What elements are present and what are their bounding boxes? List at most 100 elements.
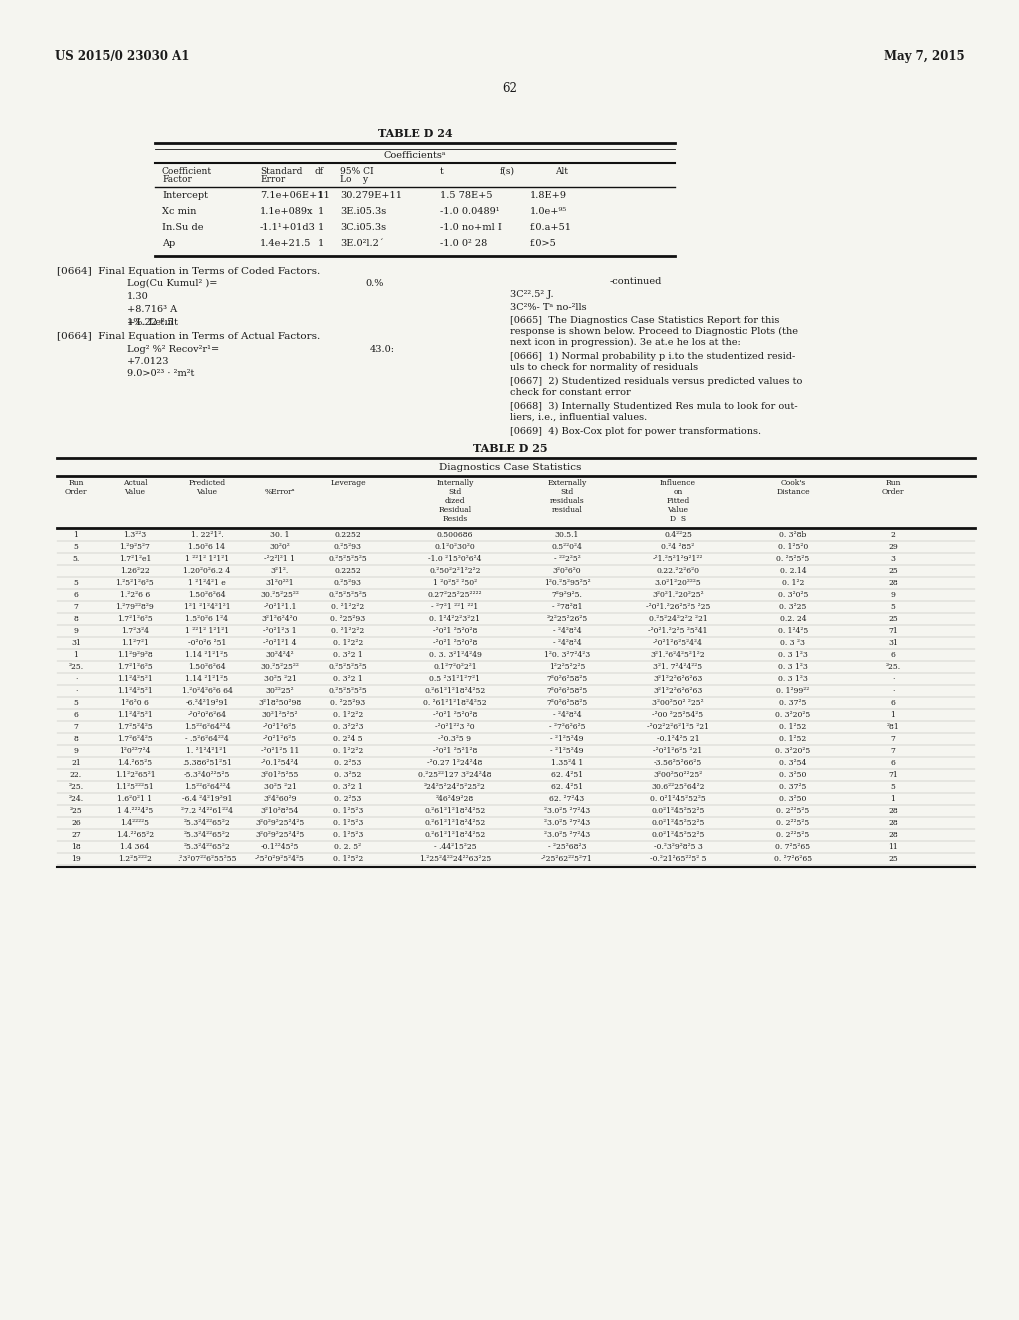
Text: 0.27²25²25²²²²: 0.27²25²25²²²² [427, 591, 482, 599]
Text: 0. 3²8b: 0. 3²8b [779, 531, 806, 539]
Text: 30.²5²25²²: 30.²5²25²² [260, 663, 300, 671]
Text: 0.²4 ²85²: 0.²4 ²85² [660, 543, 694, 550]
Text: ²25.: ²25. [68, 663, 84, 671]
Text: 1 4.²²²4²5: 1 4.²²²4²5 [117, 807, 153, 814]
Text: 0. 3²0²5: 0. 3²0²5 [777, 591, 807, 599]
Text: 1 ²²1² 1²1²1: 1 ²²1² 1²1²1 [184, 554, 229, 564]
Text: -continued: -continued [609, 277, 661, 286]
Text: -²0²1²6²5²4²4: -²0²1²6²5²4²4 [652, 639, 702, 647]
Text: 0.²5²5²5²5: 0.²5²5²5²5 [328, 663, 367, 671]
Text: 0. ²1²2²2: 0. ²1²2²2 [331, 603, 364, 611]
Text: -²0.3²5 9: -²0.3²5 9 [438, 735, 471, 743]
Text: ²25.: ²25. [68, 783, 84, 791]
Text: 1.²25²4²²24²²63²25: 1.²25²4²²24²²63²25 [419, 855, 490, 863]
Text: ·: · [74, 686, 77, 696]
Text: 5: 5 [890, 603, 895, 611]
Text: 1.7²1²6²5: 1.7²1²6²5 [117, 615, 153, 623]
Text: %Errorᵃ: %Errorᵃ [264, 488, 296, 496]
Text: 7: 7 [73, 723, 78, 731]
Text: -²0²0²6²64: -²0²0²6²64 [187, 711, 226, 719]
Text: [0665]  The Diagnostics Case Statistics Report for this: [0665] The Diagnostics Case Statistics R… [510, 315, 779, 325]
Text: 3E.0²l.2´: 3E.0²l.2´ [339, 239, 383, 248]
Text: 27: 27 [71, 832, 81, 840]
Text: 0. 7²5²65: 0. 7²5²65 [774, 843, 810, 851]
Text: 1.0e+⁹⁵: 1.0e+⁹⁵ [530, 207, 567, 216]
Text: 5: 5 [890, 783, 895, 791]
Text: 1.50²6²64: 1.50²6²64 [187, 663, 225, 671]
Text: 30²5 ²21: 30²5 ²21 [263, 783, 297, 791]
Text: 31: 31 [71, 639, 81, 647]
Text: Value: Value [666, 506, 688, 513]
Text: Diagnostics Case Statistics: Diagnostics Case Statistics [438, 463, 581, 473]
Text: - .5²6²64²²4: - .5²6²64²²4 [184, 735, 228, 743]
Text: 3: 3 [890, 554, 895, 564]
Text: +8.716³ A: +8.716³ A [127, 305, 177, 314]
Text: Intercept: Intercept [162, 191, 208, 201]
Text: 3C²².5² J.: 3C²².5² J. [510, 290, 553, 300]
Text: uls to check for normality of residuals: uls to check for normality of residuals [510, 363, 697, 372]
Text: -0.²21²65²²5² 5: -0.²21²65²²5² 5 [649, 855, 705, 863]
Text: 0.²5²5²5²5: 0.²5²5²5²5 [328, 554, 367, 564]
Text: 0. 2²53: 0. 2²53 [334, 795, 362, 803]
Text: 1.4 364: 1.4 364 [120, 843, 150, 851]
Text: 0.5²²0²4: 0.5²²0²4 [551, 543, 582, 550]
Text: 30.²5²25²²: 30.²5²25²² [260, 591, 300, 599]
Text: 0. 3²50: 0. 3²50 [779, 795, 806, 803]
Text: Value: Value [197, 488, 217, 496]
Text: residuals: residuals [549, 498, 584, 506]
Text: 0. 2²4 5: 0. 2²4 5 [333, 735, 363, 743]
Text: 1.7²1²6²5: 1.7²1²6²5 [117, 663, 153, 671]
Text: 1.5²²6²64²²4: 1.5²²6²64²²4 [183, 783, 230, 791]
Text: Log(Cu Kumul² )=: Log(Cu Kumul² )= [127, 279, 217, 288]
Text: Run: Run [68, 479, 84, 487]
Text: Distance: Distance [775, 488, 809, 496]
Text: +7.0123: +7.0123 [127, 356, 169, 366]
Text: Residual: Residual [438, 506, 471, 513]
Text: 1.4.²²65²2: 1.4.²²65²2 [116, 832, 154, 840]
Text: -1.0 ²15²0²6²4: -1.0 ²15²0²6²4 [428, 554, 481, 564]
Text: 9.0>0²³ · ²m²t: 9.0>0²³ · ²m²t [127, 370, 195, 378]
Text: 9: 9 [73, 627, 78, 635]
Text: 1.1²4²5²1: 1.1²4²5²1 [117, 686, 153, 696]
Text: 1: 1 [73, 531, 78, 539]
Text: next icon in progression). 3e at.e he los at the:: next icon in progression). 3e at.e he lo… [510, 338, 740, 347]
Text: -²25²62²²5²71: -²25²62²²5²71 [541, 855, 592, 863]
Text: 1²2²5²2²5: 1²2²5²2²5 [548, 663, 585, 671]
Text: 21: 21 [71, 759, 81, 767]
Text: - ²7²6²6²5: - ²7²6²6²5 [548, 723, 585, 731]
Text: 9: 9 [890, 591, 895, 599]
Text: 7.1e+06E+11: 7.1e+06E+11 [260, 191, 329, 201]
Text: -²0²1²²3 ²0: -²0²1²²3 ²0 [435, 723, 475, 731]
Text: 0. 1²5²3: 0. 1²5²3 [332, 818, 363, 828]
Text: 30²4²4²: 30²4²4² [265, 651, 294, 659]
Text: 0. 2²53: 0. 2²53 [334, 759, 362, 767]
Text: 0. 1²2²2: 0. 1²2²2 [332, 639, 363, 647]
Text: 0.²61²1²18²4²52: 0.²61²1²18²4²52 [424, 832, 485, 840]
Text: -1.0 no+ml I: -1.0 no+ml I [439, 223, 501, 232]
Text: 0.²50²2²1²2²2: 0.²50²2²1²2²2 [429, 568, 480, 576]
Text: 1 ²1²4²1 e: 1 ²1²4²1 e [187, 579, 225, 587]
Text: 1.1e+089x: 1.1e+089x [260, 207, 313, 216]
Text: 62. ²7²43: 62. ²7²43 [549, 795, 584, 803]
Text: 0. 3²2 1: 0. 3²2 1 [333, 783, 363, 791]
Text: -²1.²5²1²9²1²²: -²1.²5²1²9²1²² [652, 554, 702, 564]
Text: 0. 3²2 1: 0. 3²2 1 [333, 651, 363, 659]
Text: 0. 3 ²3: 0. 3 ²3 [780, 639, 805, 647]
Text: 31: 31 [888, 639, 897, 647]
Text: -²0²1 ²5²0²8: -²0²1 ²5²0²8 [432, 711, 477, 719]
Text: ²5.3²4²²65²2: ²5.3²4²²65²2 [183, 818, 230, 828]
Text: -²0.1²54²4: -²0.1²54²4 [261, 759, 299, 767]
Text: 1.7²3²4: 1.7²3²4 [121, 627, 149, 635]
Text: Alt: Alt [554, 168, 568, 176]
Text: [0664]  Final Equation in Terms of Coded Factors.: [0664] Final Equation in Terms of Coded … [57, 267, 320, 276]
Text: 30.279E+11: 30.279E+11 [339, 191, 401, 201]
Text: Leverage: Leverage [330, 479, 366, 487]
Text: 1.3²²3: 1.3²²3 [123, 531, 147, 539]
Text: 0.²5²93: 0.²5²93 [333, 579, 362, 587]
Text: 0. 3. 3²1²4²49: 0. 3. 3²1²4²49 [428, 651, 481, 659]
Text: [0668]  3) Internally Studentized Res mula to look for out-: [0668] 3) Internally Studentized Res mul… [510, 403, 797, 411]
Text: 0. 3 1²3: 0. 3 1²3 [777, 675, 807, 682]
Text: 1: 1 [73, 651, 78, 659]
Text: 1: 1 [890, 795, 895, 803]
Text: 0. 2. 5²: 0. 2. 5² [334, 843, 361, 851]
